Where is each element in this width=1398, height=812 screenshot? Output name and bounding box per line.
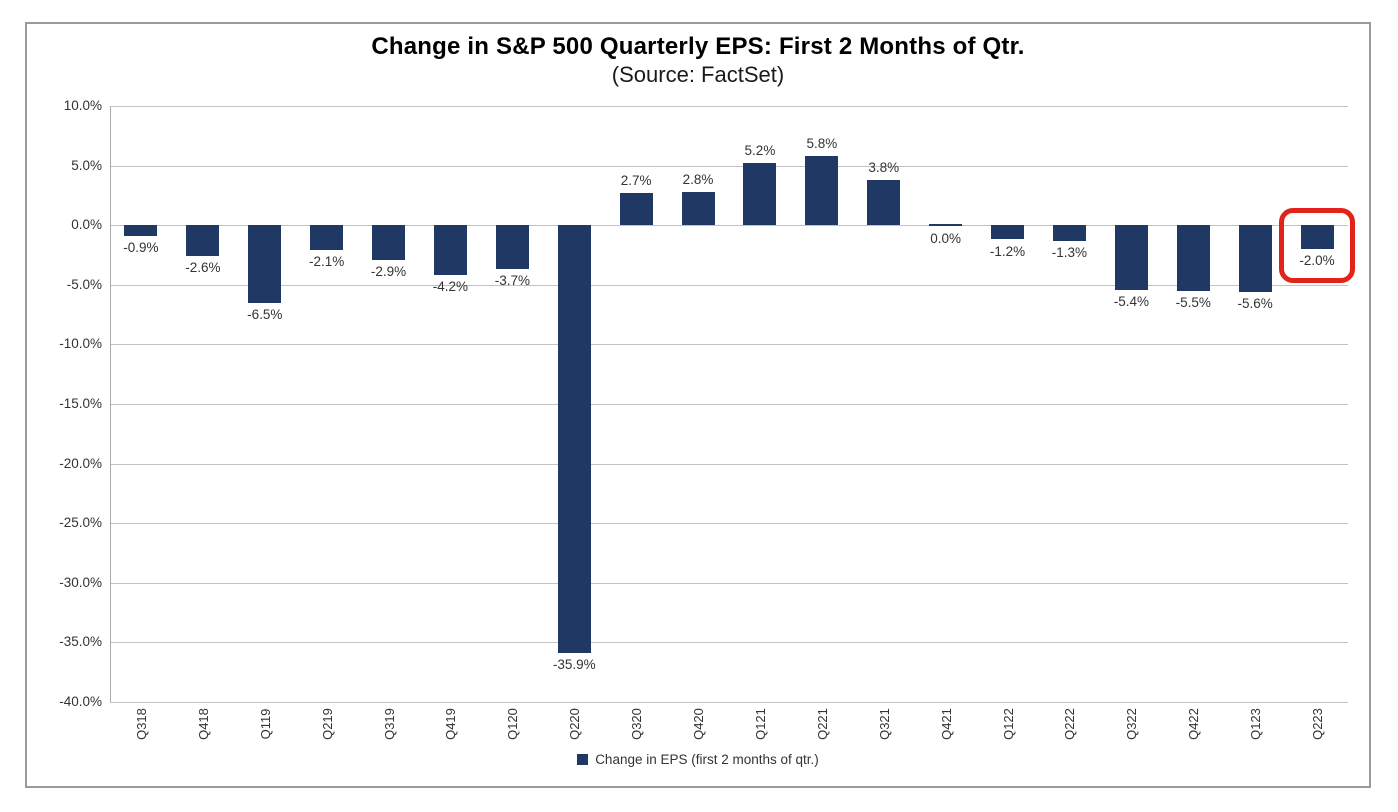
gridline bbox=[110, 463, 1348, 465]
bar-Q422 bbox=[1176, 225, 1210, 291]
legend-label: Change in EPS (first 2 months of qtr.) bbox=[595, 752, 819, 767]
bar-value-label-Q319: -2.9% bbox=[370, 263, 407, 279]
bar-Q318 bbox=[124, 225, 158, 236]
gridline bbox=[110, 284, 1348, 286]
bar-Q320 bbox=[619, 193, 653, 226]
x-axis-label-Q223: Q223 bbox=[1310, 708, 1326, 740]
x-axis-label-Q121: Q121 bbox=[752, 708, 768, 740]
gridline bbox=[110, 582, 1348, 584]
y-axis-line bbox=[110, 106, 111, 702]
bar-value-label-Q419: -4.2% bbox=[432, 279, 469, 295]
bar-Q219 bbox=[310, 225, 344, 251]
x-axis-label-Q319: Q319 bbox=[381, 708, 397, 740]
chart-subtitle: (Source: FactSet) bbox=[611, 62, 785, 87]
x-axis-label-Q419: Q419 bbox=[443, 708, 459, 740]
y-axis-tick-label: -10.0% bbox=[59, 336, 102, 352]
x-axis-label-Q219: Q219 bbox=[319, 708, 335, 740]
bar-value-label-Q318: -0.9% bbox=[123, 239, 159, 255]
bar-value-label-Q321: 3.8% bbox=[868, 159, 900, 175]
y-axis-tick-label: -15.0% bbox=[59, 396, 102, 411]
bar-value-label-Q122: -1.2% bbox=[989, 243, 1026, 259]
gridline bbox=[110, 404, 1348, 405]
x-axis-label-Q119: Q119 bbox=[257, 708, 273, 740]
x-axis-label-Q221: Q221 bbox=[814, 708, 830, 740]
bar-value-label-Q120: -3.7% bbox=[494, 273, 530, 289]
bar-value-label-Q123: -5.6% bbox=[1237, 295, 1273, 311]
bar-Q122 bbox=[991, 225, 1025, 240]
y-axis-tick-label: 10.0% bbox=[63, 98, 102, 113]
x-axis-label-Q122: Q122 bbox=[1000, 708, 1016, 740]
bar-Q418 bbox=[186, 225, 220, 257]
gridline bbox=[110, 523, 1348, 525]
x-axis-label-Q320: Q320 bbox=[629, 708, 645, 740]
y-axis-tick-label: -30.0% bbox=[59, 574, 102, 590]
gridline bbox=[110, 106, 1348, 107]
gridline bbox=[110, 702, 1348, 703]
legend: Change in EPS (first 2 months of qtr.) bbox=[25, 752, 1371, 767]
x-axis-label-Q222: Q222 bbox=[1062, 708, 1078, 740]
bar-Q419 bbox=[433, 225, 467, 276]
highlight-box bbox=[1279, 208, 1356, 283]
bar-value-label-Q420: 2.8% bbox=[682, 171, 714, 187]
bar-Q322 bbox=[1114, 225, 1148, 290]
bar-Q119 bbox=[248, 225, 282, 303]
y-axis-tick-label: -20.0% bbox=[59, 455, 102, 471]
gridline bbox=[110, 225, 1348, 227]
bar-value-label-Q418: -2.6% bbox=[185, 260, 221, 276]
bar-value-label-Q222: -1.3% bbox=[1051, 244, 1088, 260]
bar-Q220 bbox=[557, 225, 591, 654]
x-axis-label-Q123: Q123 bbox=[1248, 708, 1264, 740]
bar-Q321 bbox=[867, 179, 901, 226]
bar-value-label-Q322: -5.4% bbox=[1113, 293, 1149, 309]
bar-value-label-Q320: 2.7% bbox=[620, 173, 652, 189]
bar-Q319 bbox=[372, 225, 406, 260]
y-axis-tick-label: -35.0% bbox=[59, 634, 102, 650]
y-axis-tick-label: -40.0% bbox=[59, 694, 102, 709]
bar-value-label-Q121: 5.2% bbox=[744, 143, 776, 159]
x-axis-label-Q421: Q421 bbox=[938, 708, 954, 740]
bar-Q121 bbox=[743, 163, 777, 226]
bar-Q120 bbox=[495, 225, 529, 270]
chart-title: Change in S&P 500 Quarterly EPS: First 2… bbox=[371, 33, 1025, 60]
bar-Q222 bbox=[1052, 225, 1086, 241]
x-axis-label-Q418: Q418 bbox=[195, 708, 211, 740]
x-axis-label-Q120: Q120 bbox=[505, 708, 521, 740]
bar-value-label-Q219: -2.1% bbox=[309, 254, 345, 270]
bar-Q421 bbox=[929, 224, 963, 227]
gridline bbox=[110, 344, 1348, 346]
bar-value-label-Q421: 0.0% bbox=[930, 231, 962, 247]
bar-value-label-Q220: -35.9% bbox=[552, 657, 596, 673]
legend-marker-square bbox=[577, 754, 589, 765]
x-axis-label-Q321: Q321 bbox=[876, 708, 892, 740]
bar-Q223 bbox=[1300, 225, 1334, 250]
bar-Q221 bbox=[805, 156, 839, 226]
y-axis-tick-label: -25.0% bbox=[59, 515, 102, 531]
x-axis-label-Q422: Q422 bbox=[1186, 708, 1202, 740]
gridline bbox=[110, 165, 1348, 167]
x-axis-label-Q220: Q220 bbox=[567, 708, 583, 740]
y-axis-tick-label: -5.0% bbox=[66, 276, 102, 292]
bar-value-label-Q221: 5.8% bbox=[806, 136, 838, 152]
x-axis-label-Q420: Q420 bbox=[691, 708, 707, 740]
x-axis-label-Q318: Q318 bbox=[133, 708, 149, 740]
bar-value-label-Q223: -2.0% bbox=[1299, 253, 1335, 269]
bar-Q420 bbox=[681, 191, 715, 226]
gridline bbox=[110, 642, 1348, 644]
y-axis-tick-label: 5.0% bbox=[71, 157, 102, 173]
chart-frame bbox=[25, 22, 1371, 788]
bar-value-label-Q422: -5.5% bbox=[1175, 294, 1211, 310]
x-axis-label-Q322: Q322 bbox=[1124, 708, 1140, 740]
y-axis-tick-label: 0.0% bbox=[71, 217, 102, 233]
bar-Q123 bbox=[1238, 225, 1272, 292]
bar-value-label-Q119: -6.5% bbox=[247, 306, 283, 322]
